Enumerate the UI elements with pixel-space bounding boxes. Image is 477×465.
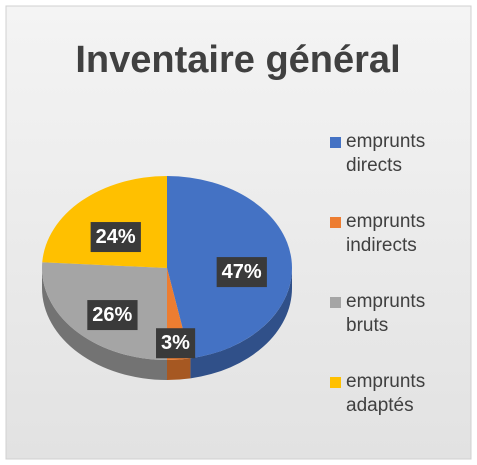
data-label: 24%: [96, 226, 136, 248]
legend-item: emprunts bruts: [330, 290, 436, 370]
chart-title: Inventaire général: [75, 39, 400, 81]
slice-side: [167, 358, 191, 380]
legend-swatch: [330, 297, 341, 308]
legend-label: emprunts adaptés: [346, 371, 426, 416]
data-label: 3%: [161, 332, 190, 354]
data-label-box: [90, 222, 141, 253]
legend-swatch: [330, 137, 341, 148]
legend-swatch: [330, 377, 341, 388]
slice-side: [190, 268, 292, 379]
legend-swatch: [330, 217, 341, 228]
data-label-box: [216, 257, 267, 288]
data-label: 47%: [222, 261, 262, 283]
legend-item: emprunts directs: [330, 130, 436, 210]
legend-item: emprunts indirects: [330, 210, 436, 290]
data-label-box: [156, 328, 196, 359]
legend-label: emprunts directs: [346, 131, 426, 176]
legend-item: emprunts adaptés: [330, 370, 436, 450]
data-label: 26%: [92, 304, 132, 326]
data-label-box: [87, 300, 138, 331]
slice-side: [42, 268, 167, 380]
legend-label: emprunts indirects: [346, 211, 426, 256]
legend: emprunts directs emprunts indirects emprun…: [330, 130, 470, 450]
legend-label: emprunts bruts: [346, 291, 426, 336]
